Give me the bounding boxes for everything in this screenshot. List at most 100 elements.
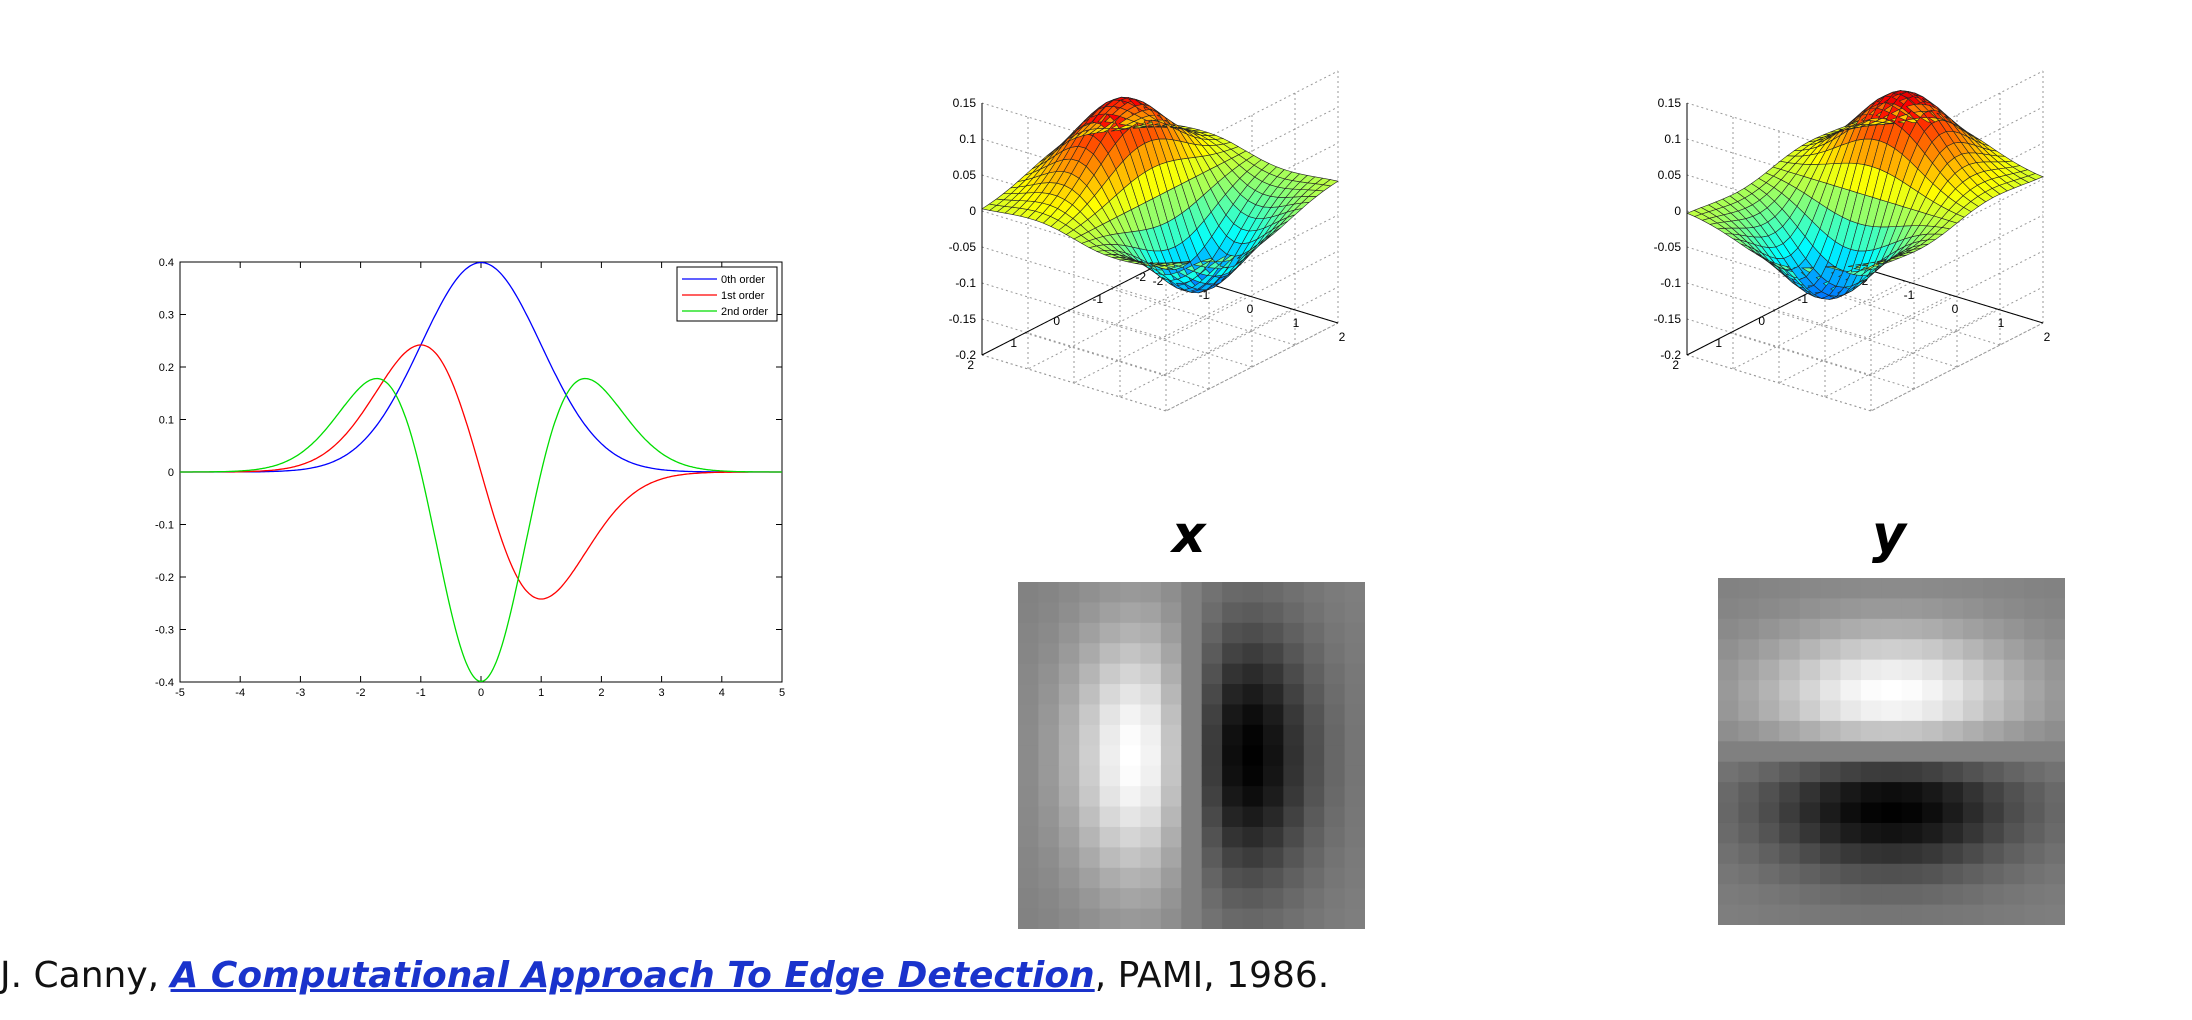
filter-pixel [1303,908,1325,929]
filter-pixel [1718,680,1739,701]
filter-pixel [1099,908,1121,929]
filter-pixel [2044,843,2065,865]
filter-pixel [1718,618,1739,640]
filter-pixel [1283,765,1305,787]
filter-pixel [1283,888,1305,910]
x-tick-label: -1 [1199,288,1210,302]
filter-pixel [2024,843,2046,865]
filter-pixel [1242,663,1264,685]
filter-pixel [2024,884,2046,906]
paper-link[interactable]: A Computational Approach To Edge Detecti… [170,955,1095,996]
filter-pixel [1222,663,1244,685]
filter-pixel [1758,822,1780,844]
filter-pixel [1758,639,1780,661]
filter-pixel [1099,643,1121,665]
filter-pixel [1324,745,1346,767]
grid-line [981,70,1339,160]
filter-pixel [1718,863,1739,885]
filter-pixel [1120,704,1141,726]
filter-pixel [1222,908,1244,929]
filter-pixel [1283,684,1305,705]
floor-grid-line [1110,288,1296,346]
y-tick-label: -0.3 [155,625,174,637]
filter-pixel [1283,663,1305,685]
filter-pixel [1038,847,1060,869]
filter-pixel [2024,659,2046,681]
filter-pixel [1181,786,1203,808]
filter-pixel [1079,786,1101,808]
filter-pixel [1120,786,1141,808]
filter-pixel [1983,639,2005,661]
z-tick-label: -0.05 [1654,240,1682,254]
filter-pixel [1738,782,1760,804]
floor-grid-line [1729,332,1915,390]
filter-pixel [1181,663,1203,685]
filter-pixel [1718,904,1739,925]
filter-pixel [2044,598,2065,620]
grid-line [1686,214,2044,304]
filter-pixel [1140,908,1162,929]
filter-pixel [1758,700,1780,722]
filter-pixel [1303,786,1325,808]
filter-pixel [1881,618,1903,640]
filter-pixel [1922,904,1944,925]
y-tick-label: 0 [1758,314,1765,328]
filter-pixel [1038,663,1060,685]
filter-pixel [1820,843,1841,865]
filter-pixel [1242,643,1264,665]
filter-pixel [1160,867,1182,889]
filter-pixel [1303,663,1325,685]
filter-pixel [2044,578,2065,599]
y-tick-label: 2 [967,358,974,372]
filter-pixel [1901,680,1923,701]
filter-pixel [2044,822,2065,844]
filter-pixel [1901,598,1923,620]
filter-pixel [1181,724,1203,746]
grid-line [981,106,1339,196]
filter-pixel [1058,663,1080,685]
z-tick-label: -0.1 [1660,276,1681,290]
z-tick-label: 0.05 [1658,168,1682,182]
z-tick-label: -0.15 [1654,312,1682,326]
filter-pixel [2044,741,2065,763]
filter-pixel [1901,863,1923,885]
filter-pixel [1344,602,1365,624]
filter-pixel [2044,782,2065,804]
filter-pixel [1840,741,1862,763]
filter-pixel [1120,622,1141,644]
filter-pixel [1181,765,1203,787]
filter-pixel [1942,863,1964,885]
filter-pixel [1344,867,1365,889]
filter-pixel [1738,700,1760,722]
filter-pixel [1140,867,1162,889]
filter-pixel [1983,618,2005,640]
filter-pixel [2044,761,2065,783]
filter-pixel [1140,704,1162,726]
filter-pixel [1942,761,1964,783]
filter-pixel [1942,802,1964,824]
filter-pixel [2003,782,2025,804]
z-tick-label: -0.2 [1660,348,1681,362]
filter-pixel [1962,741,1984,763]
filter-pixel [1242,582,1264,603]
filter-pixel [1779,802,1801,824]
filter-pixel [1718,700,1739,722]
filter-pixel [1738,639,1760,661]
filter-pixel [1779,659,1801,681]
filter-pixel [2003,802,2025,824]
filter-pixel [1942,884,1964,906]
filter-pixel [1079,908,1101,929]
filter-pixel [1120,745,1141,767]
filter-pixel [1038,602,1060,624]
filter-pixel [1718,782,1739,804]
filter-pixel [1779,680,1801,701]
filter-pixel [1018,643,1039,665]
filter-pixel [1222,724,1244,746]
filter-pixel [2003,659,2025,681]
filter-pixel [2003,578,2025,599]
filter-pixel [1901,761,1923,783]
floor-grid-line [1027,280,1201,370]
y-tick-label: 0 [168,467,174,479]
filter-pixel [1758,618,1780,640]
z-tick-label: -0.1 [955,276,976,290]
